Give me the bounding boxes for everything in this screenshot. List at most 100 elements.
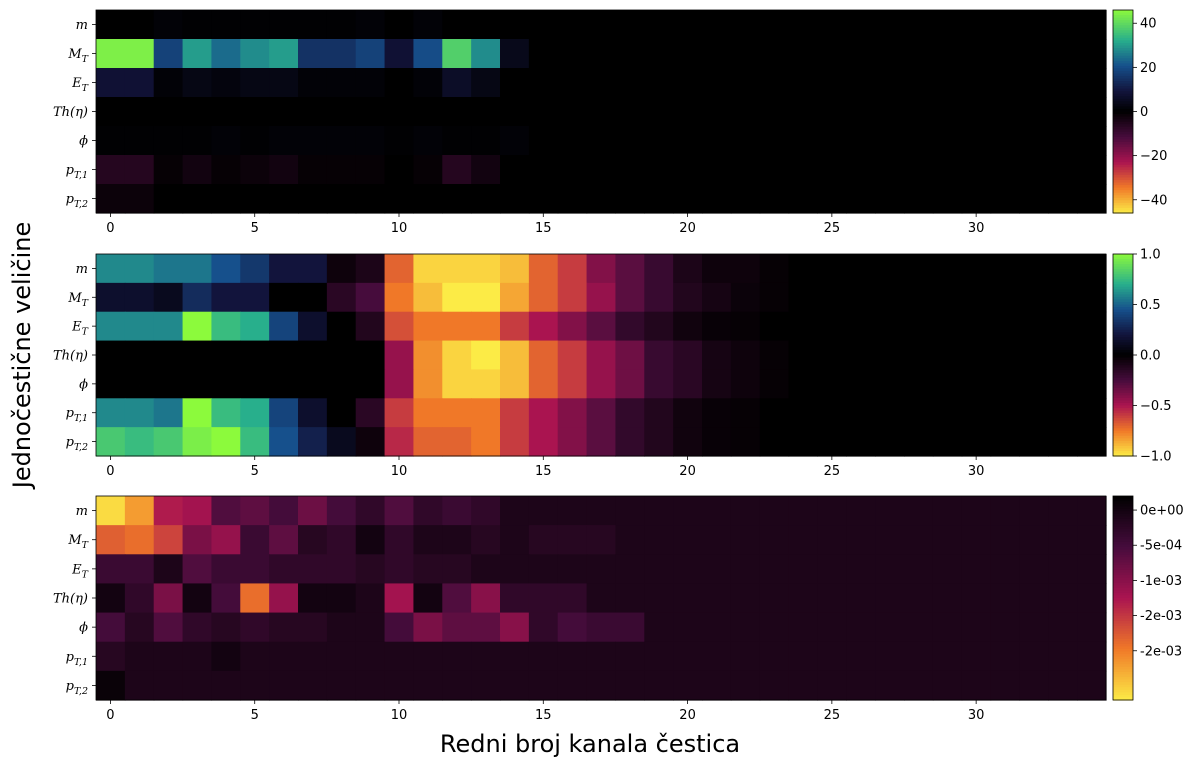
- colorbar-segment: [1113, 301, 1133, 306]
- colorbar-segment: [1113, 139, 1133, 143]
- colorbar-segment: [1113, 590, 1133, 594]
- heatmap-cell: [528, 126, 559, 156]
- heatmap-cell: [586, 641, 617, 672]
- y-tick-label: pT,1: [66, 406, 88, 424]
- heatmap-cell: [673, 311, 703, 342]
- heatmap-cell: [326, 670, 357, 701]
- heatmap-cell: [961, 10, 992, 40]
- heatmap-cell: [355, 254, 386, 284]
- heatmap-cell: [817, 184, 847, 214]
- heatmap-cell: [528, 254, 559, 284]
- colorbar-segment: [1113, 60, 1133, 64]
- heatmap-cell: [990, 525, 1021, 555]
- heatmap-cell: [500, 97, 530, 127]
- heatmap-cell: [1048, 184, 1078, 214]
- heatmap-cell: [384, 311, 415, 342]
- colorbar-segment: [1113, 25, 1133, 29]
- heatmap-cell: [1048, 254, 1078, 284]
- colorbar-segment: [1113, 375, 1133, 379]
- heatmap-cell: [990, 39, 1021, 69]
- heatmap-cell: [875, 311, 905, 342]
- colorbar-segment: [1113, 395, 1133, 399]
- heatmap-cell: [702, 184, 732, 214]
- x-tick-label: 10: [391, 708, 408, 723]
- colorbar-segment: [1113, 628, 1133, 632]
- heatmap-cell: [817, 641, 847, 672]
- heatmap-cell: [211, 68, 241, 98]
- heatmap-cell: [355, 39, 386, 69]
- x-tick-label: 5: [251, 221, 259, 236]
- heatmap-cell: [615, 496, 645, 526]
- heatmap-cell: [586, 155, 617, 185]
- heatmap-cell: [586, 398, 617, 428]
- heatmap-cell: [442, 340, 472, 371]
- heatmap-cell: [1019, 184, 1049, 214]
- colorbar-segment: [1113, 190, 1133, 194]
- heatmap-cell: [1019, 583, 1049, 614]
- colorbar-segment: [1113, 423, 1133, 427]
- heatmap-cell: [442, 282, 472, 313]
- colorbar-segment: [1113, 385, 1133, 389]
- heatmap-cell: [788, 583, 819, 614]
- heatmap-cell: [240, 126, 270, 156]
- heatmap-cell: [932, 311, 963, 342]
- y-tick-label: pT,2: [66, 435, 88, 453]
- heatmap-cell: [615, 68, 645, 98]
- colorbar-tick-label: 40: [1140, 17, 1157, 32]
- heatmap-cell: [211, 184, 241, 214]
- colorbar-segment: [1113, 296, 1133, 301]
- colorbar-segment: [1113, 559, 1133, 563]
- heatmap-cell: [615, 612, 645, 643]
- y-tick-label: MT: [67, 47, 88, 65]
- colorbar-segment: [1113, 425, 1133, 429]
- heatmap-cell: [153, 340, 184, 371]
- colorbar-segment: [1113, 659, 1133, 663]
- colorbar-segment: [1113, 131, 1133, 135]
- colorbar-segment: [1113, 202, 1133, 206]
- colorbar-segment: [1113, 55, 1133, 59]
- heatmap-cell: [730, 282, 761, 313]
- colorbar-segment: [1113, 317, 1133, 321]
- heatmap-cell: [875, 670, 905, 701]
- heatmap-cell: [904, 68, 934, 98]
- heatmap-cell: [904, 398, 934, 428]
- x-tick-label: 25: [824, 221, 841, 236]
- heatmap-cell: [1077, 39, 1107, 69]
- colorbar-tick-label: 0e+00: [1140, 504, 1184, 519]
- heatmap-cell: [1019, 254, 1049, 284]
- heatmap-cell: [1077, 496, 1107, 526]
- heatmap-cell: [586, 340, 617, 371]
- heatmap-cell: [1019, 340, 1049, 371]
- colorbar-segment: [1113, 159, 1133, 163]
- heatmap-cell: [759, 39, 790, 69]
- heatmap-cell: [413, 39, 443, 69]
- heatmap-cell: [1048, 525, 1078, 555]
- heatmap-cell: [471, 97, 501, 127]
- heatmap-cell: [961, 369, 992, 399]
- heatmap-cell: [153, 525, 184, 555]
- heatmap-cell: [1077, 525, 1107, 555]
- heatmap-cell: [355, 311, 386, 342]
- heatmap-cell: [1019, 39, 1049, 69]
- y-tick-label: Th(η): [53, 105, 88, 120]
- colorbar-segment: [1113, 529, 1133, 533]
- heatmap-cell: [875, 10, 905, 40]
- heatmap-cell: [875, 427, 905, 457]
- heatmap-cell: [471, 369, 501, 399]
- colorbar-tick-label: 20: [1140, 61, 1157, 76]
- colorbar-segment: [1113, 618, 1133, 622]
- heatmap-cell: [730, 39, 761, 69]
- heatmap-cell: [500, 641, 530, 672]
- heatmap-cell: [730, 155, 761, 185]
- heatmap-cell: [932, 427, 963, 457]
- colorbar-segment: [1113, 620, 1133, 625]
- heatmap-cell: [759, 68, 790, 98]
- heatmap-cell: [990, 612, 1021, 643]
- colorbar-segment: [1113, 22, 1133, 26]
- heatmap-cell: [932, 340, 963, 371]
- heatmap-cell: [384, 670, 415, 701]
- heatmap-cell: [96, 254, 126, 284]
- heatmap-cell: [211, 311, 241, 342]
- heatmap-cell: [1048, 554, 1078, 585]
- heatmap-cell: [269, 427, 299, 457]
